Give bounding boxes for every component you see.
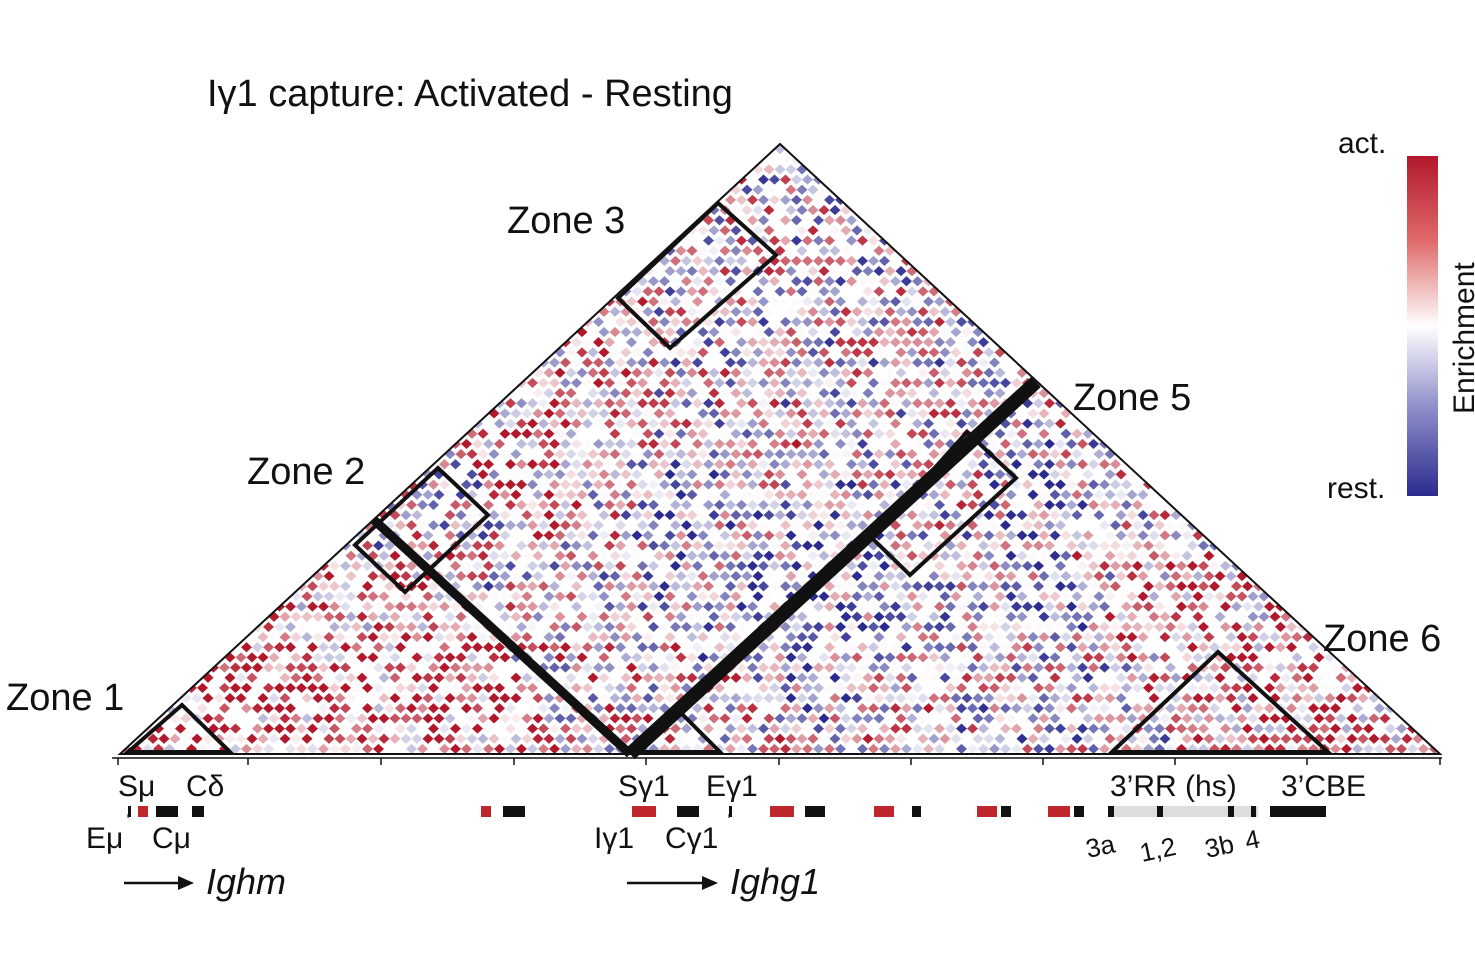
viewpoint-line-left [370,516,634,758]
label-3cbe: 3’CBE [1281,770,1366,803]
zone-6-box [1106,649,1334,754]
label-cmu: Cμ [152,822,191,855]
label-emu: Eμ [86,822,123,855]
colorbar-axis-label: Enrichment [1448,262,1475,414]
label-hs-1-2: 1,2 [1137,831,1179,868]
label-igamma1: Iγ1 [594,822,634,855]
zone-5-box [869,429,1019,578]
label-hs-4: 4 [1242,824,1262,856]
axis-ticks [117,758,1441,765]
zone-1-label: Zone 1 [6,677,124,719]
viewpoint-line-right [625,376,1041,760]
label-hs-3b: 3b [1202,829,1237,864]
label-hs-3a: 3a [1083,828,1118,863]
zone-5-label: Zone 5 [1073,377,1191,419]
colorbar [1407,156,1438,496]
label-cgamma1: Cγ1 [665,822,718,855]
zone-2-box [352,465,491,595]
label-3rr-hs: 3’RR (hs) [1110,770,1237,803]
heatmap-outline [117,142,1443,755]
zone-6-label: Zone 6 [1323,618,1441,660]
zone-2-label: Zone 2 [247,451,365,493]
colorbar-low-label: rest. [1327,472,1385,505]
zone-3-box [615,200,780,351]
gene-ighg1: Ighg1 [730,861,820,902]
zone-1-box [122,702,235,754]
gene-ighm: Ighm [206,861,286,902]
chart-title: Iγ1 capture: Activated - Resting [207,73,733,115]
label-egamma1: Eγ1 [706,770,758,803]
label-smu: Sμ [118,770,155,803]
zone-4-box [626,707,725,754]
ighg1-arrow [627,876,718,890]
feature-track [127,806,1326,818]
colorbar-high-label: act. [1338,127,1386,160]
label-sgamma1: Sγ1 [618,770,670,803]
label-cdelta: Cδ [186,770,224,803]
ighm-arrow [124,876,194,890]
zone-3-label: Zone 3 [507,200,625,242]
